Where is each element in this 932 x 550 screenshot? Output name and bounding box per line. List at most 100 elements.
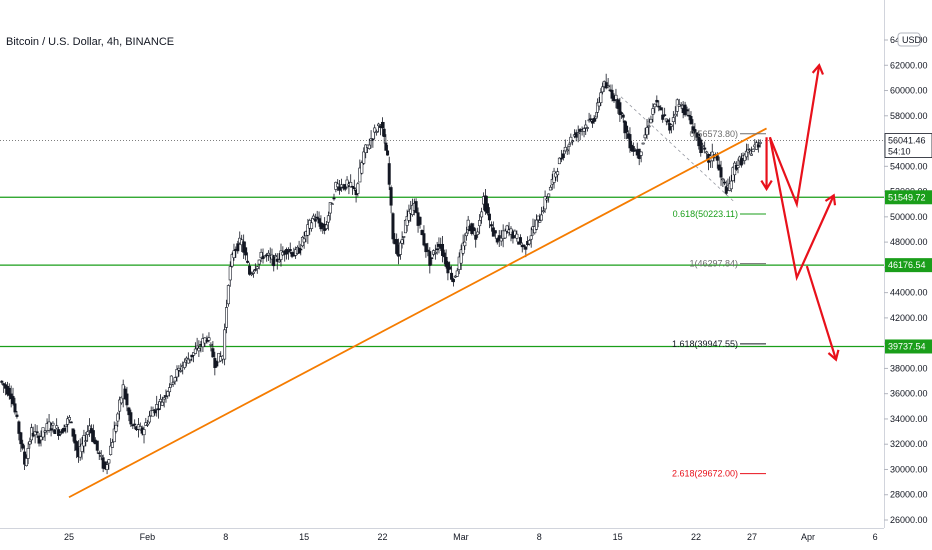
- x-tick-label: 15: [613, 532, 623, 542]
- price-axis[interactable]: 26000.00 28000.00 30000.00 32000.00 34000.00…: [0, 0, 928, 529]
- level-price-tag: 39737.54: [885, 339, 932, 354]
- candle-body: [407, 210, 411, 221]
- candle-body: [643, 134, 647, 139]
- fib-level-label: 1.618(39947.55): [672, 339, 738, 349]
- candle-body: [209, 344, 213, 346]
- x-tick-label: Mar: [453, 532, 469, 542]
- x-tick-label: Feb: [140, 532, 156, 542]
- candle-body: [639, 151, 643, 156]
- candle-body: [631, 146, 635, 152]
- candle-body: [232, 250, 236, 259]
- candle-body: [351, 186, 355, 188]
- candle-body: [604, 82, 608, 89]
- y-tick-label: 50000.00: [890, 212, 928, 222]
- x-tick-label: 27: [747, 532, 757, 542]
- candle-body: [251, 271, 255, 274]
- candle-body: [116, 413, 120, 422]
- candle-body: [389, 187, 393, 206]
- candle-body: [547, 193, 551, 198]
- candle-body: [15, 414, 19, 417]
- x-tick-label: 22: [378, 532, 388, 542]
- candle-body: [461, 242, 465, 254]
- fib-extension[interactable]: 0(56573.80) 0.618(50223.11) 1(46297.84) 1.6…: [620, 96, 766, 479]
- candle-body: [80, 443, 84, 452]
- candle-body: [71, 428, 75, 437]
- y-tick-label: 42000.00: [890, 313, 928, 323]
- level-tag-box: [885, 190, 932, 205]
- candle-body: [441, 243, 445, 256]
- level-tag-label: 46176.54: [888, 260, 926, 270]
- candle-body: [127, 407, 131, 416]
- currency-box: [897, 32, 921, 47]
- candle-body: [242, 241, 246, 253]
- candle-body: [356, 183, 360, 194]
- candle-body: [352, 187, 356, 190]
- candle-body: [13, 403, 17, 413]
- candle-body: [657, 105, 661, 108]
- candle-body: [599, 92, 603, 104]
- candle-body: [536, 215, 540, 221]
- candle-body: [244, 247, 248, 256]
- candle-body: [414, 201, 418, 213]
- candle-body: [402, 236, 406, 238]
- candle-body: [391, 213, 395, 240]
- scenario-arrows[interactable]: [760, 63, 840, 362]
- level-price-tag: 46176.54: [885, 258, 932, 273]
- candle-body: [386, 150, 390, 156]
- y-tick-label: 34000.00: [890, 414, 928, 424]
- candle-body: [433, 252, 437, 254]
- candle-body: [576, 132, 580, 135]
- time-axis[interactable]: 25 Feb 8 15 22 Mar 8 15 22 27 Apr 6: [64, 532, 878, 542]
- candle-body: [364, 144, 368, 153]
- y-tick-label: 48000.00: [890, 237, 928, 247]
- candle-body: [160, 401, 164, 406]
- candle-body: [33, 431, 37, 436]
- candle-body: [266, 252, 270, 256]
- candle-body: [345, 179, 349, 188]
- candle-body: [756, 144, 760, 148]
- candle-body: [673, 113, 677, 117]
- y-tick-label: 44000.00: [890, 288, 928, 298]
- candle-body: [326, 215, 330, 223]
- candle-body: [188, 358, 192, 361]
- candle-body: [99, 455, 103, 457]
- candle-body: [503, 230, 507, 239]
- candle-body: [57, 429, 61, 436]
- candle-body: [661, 114, 665, 120]
- candle-body: [464, 232, 468, 237]
- candle-body: [651, 108, 655, 115]
- candle-body: [168, 387, 172, 393]
- candle-body: [659, 107, 663, 111]
- candle-body: [49, 428, 53, 431]
- candle-body: [75, 441, 79, 451]
- candles: [0, 73, 762, 475]
- candle-body: [610, 89, 614, 99]
- candle-body: [105, 464, 109, 470]
- candle-body: [362, 151, 366, 164]
- candle-body: [157, 408, 161, 411]
- candle-body: [625, 125, 629, 133]
- candle-body: [179, 370, 183, 372]
- arrow-head: [811, 63, 825, 75]
- candle-body: [118, 399, 122, 412]
- candle-body: [263, 255, 267, 258]
- candle-body: [230, 254, 234, 267]
- candle-body: [367, 144, 371, 149]
- candle-body: [620, 112, 624, 114]
- candle-body: [69, 421, 73, 424]
- candle-body: [666, 119, 670, 123]
- candle-body: [571, 140, 575, 143]
- candle-body: [248, 265, 252, 275]
- trendline[interactable]: [68, 127, 767, 499]
- candle-body: [505, 225, 509, 232]
- candle-body: [225, 307, 229, 328]
- candle-body: [109, 445, 113, 455]
- candle-body: [273, 255, 277, 258]
- candle-body: [330, 203, 334, 205]
- candle-body: [540, 214, 544, 221]
- candle-body: [671, 117, 675, 122]
- candle-body: [533, 226, 537, 234]
- candle-body: [11, 396, 15, 405]
- candle-body: [403, 219, 407, 234]
